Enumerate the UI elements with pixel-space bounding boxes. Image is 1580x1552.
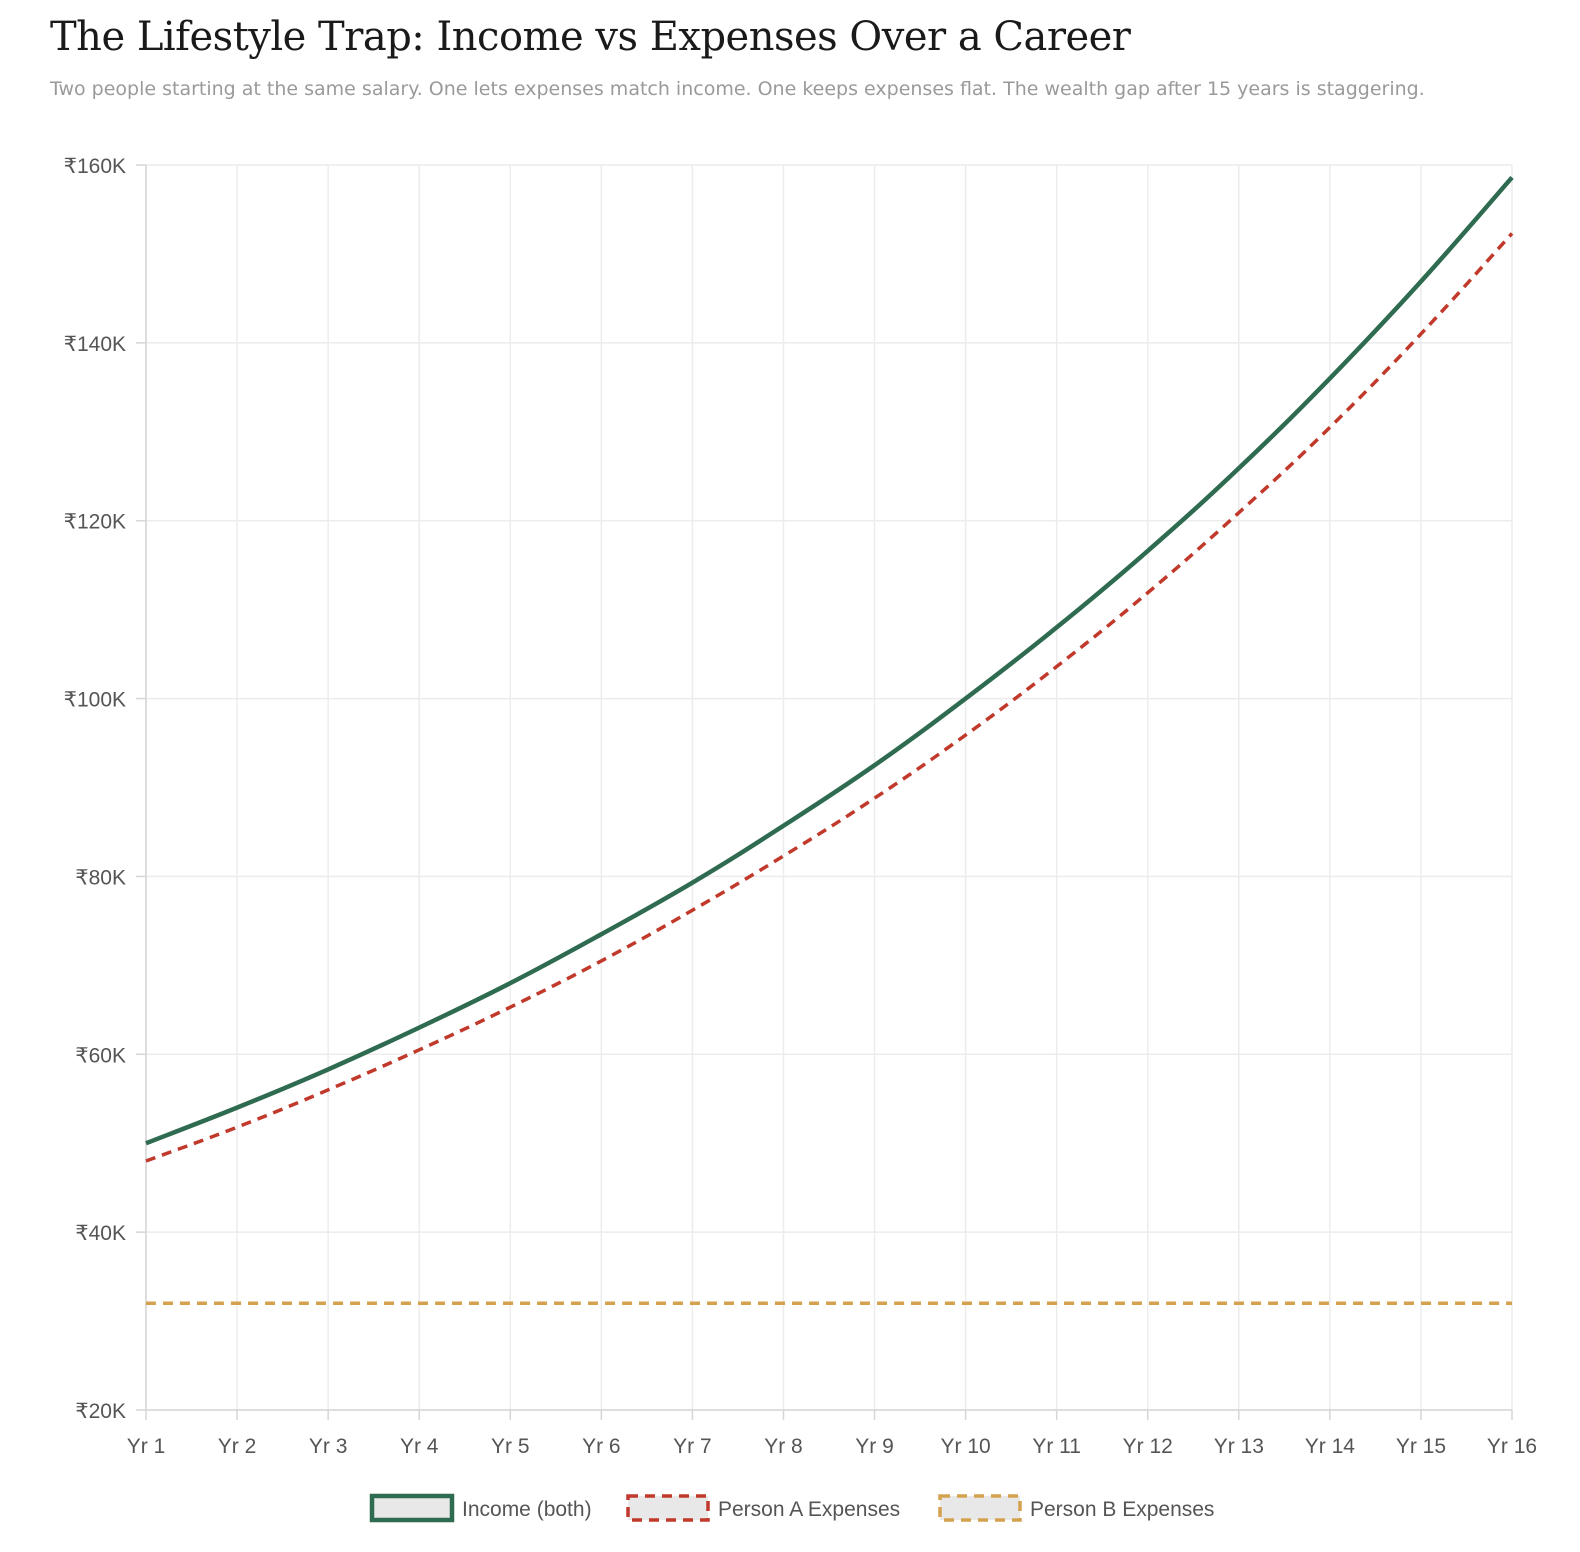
legend-swatch: [626, 1494, 710, 1522]
y-tick-label: ₹20K: [75, 1400, 126, 1423]
x-tick-label: Yr 1: [127, 1435, 166, 1458]
legend[interactable]: Income (both) Person A Expenses Person B E…: [369, 1493, 1214, 1523]
x-tick-label: Yr 12: [1123, 1435, 1173, 1458]
x-tick-label: Yr 3: [309, 1435, 348, 1458]
legend-swatch: [938, 1494, 1022, 1522]
x-tick-label: Yr 15: [1396, 1435, 1446, 1458]
x-tick-label: Yr 14: [1305, 1435, 1356, 1458]
series: [145, 175, 1514, 1306]
legend-swatch: [369, 1493, 455, 1523]
chart-title: The Lifestyle Trap: Income vs Expenses O…: [50, 14, 1131, 60]
x-tick-label: Yr 13: [1214, 1435, 1264, 1458]
y-tick-label: ₹40K: [75, 1222, 126, 1245]
legend-item-2[interactable]: Person B Expenses: [938, 1494, 1214, 1522]
legend-label: Person A Expenses: [718, 1498, 900, 1521]
series-line-1: [145, 232, 1514, 1163]
y-tick-label: ₹100K: [64, 689, 126, 712]
legend-label: Income (both): [462, 1498, 592, 1521]
x-tick-label: Yr 16: [1487, 1435, 1537, 1458]
x-tick-label: Yr 2: [218, 1435, 257, 1458]
y-tick-label: ₹60K: [75, 1044, 126, 1067]
y-tick-label: ₹160K: [64, 155, 126, 178]
y-tick-label: ₹140K: [64, 333, 126, 356]
x-tick-label: Yr 9: [855, 1435, 894, 1458]
x-tick-label: Yr 7: [673, 1435, 712, 1458]
y-tick-label: ₹120K: [64, 511, 126, 534]
x-tick-label: Yr 4: [400, 1435, 439, 1458]
x-tick-label: Yr 10: [940, 1435, 990, 1458]
axes: ₹20K ₹40K ₹60K ₹80K ₹100K ₹120K ₹140K ₹160K Yr 1…: [64, 155, 1538, 1458]
grid: [145, 164, 1513, 1411]
legend-item-0[interactable]: Income (both): [369, 1493, 592, 1523]
x-tick-label: Yr 6: [582, 1435, 621, 1458]
x-tick-label: Yr 8: [764, 1435, 803, 1458]
y-tick-label: ₹80K: [75, 866, 126, 889]
legend-label: Person B Expenses: [1030, 1498, 1214, 1521]
x-tick-label: Yr 11: [1032, 1435, 1081, 1458]
x-tick-label: Yr 5: [491, 1435, 530, 1458]
chart-subtitle: Two people starting at the same salary. …: [50, 78, 1425, 100]
legend-item-1[interactable]: Person A Expenses: [626, 1494, 900, 1522]
series-line-0: [145, 175, 1514, 1146]
